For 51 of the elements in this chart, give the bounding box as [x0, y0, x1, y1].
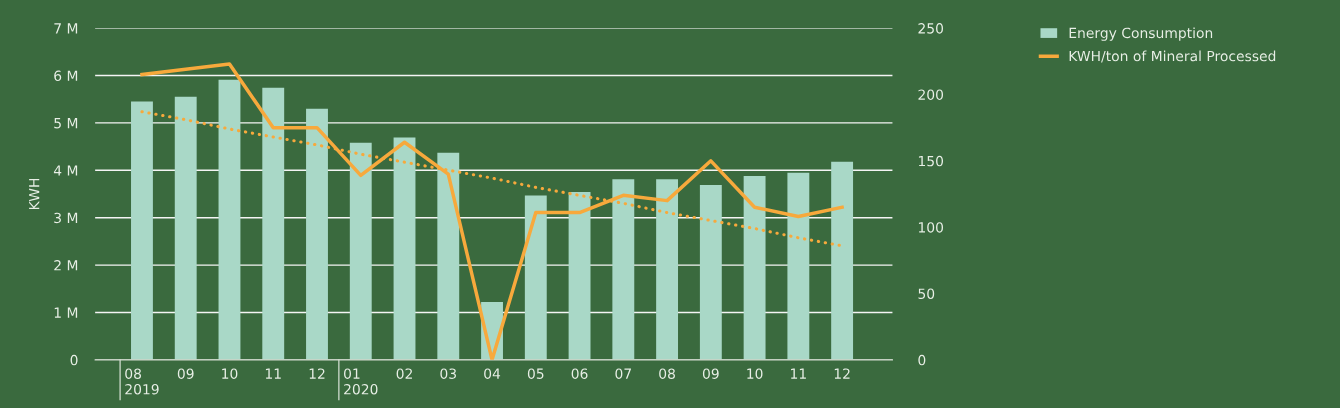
x-tick-label: 06	[571, 368, 588, 379]
bar	[393, 137, 416, 360]
y-tick-label: 0	[70, 354, 78, 366]
y-tick-label: 3 M	[54, 212, 78, 224]
bar	[699, 185, 722, 360]
y-tick-label: 1 M	[54, 307, 78, 318]
bar	[787, 172, 810, 360]
x-tick-label: 02	[396, 368, 412, 379]
bar	[306, 108, 328, 360]
y2-tick-label: 0	[918, 354, 926, 366]
x-tick-label: 01 2020	[344, 368, 378, 395]
x-tick-label: 07	[615, 368, 631, 379]
y-tick-label: 6 M	[54, 70, 78, 82]
x-tick-label: 10	[222, 368, 238, 379]
x-tick-label: 08 2019	[125, 368, 159, 395]
y2-tick-label: 200	[918, 89, 944, 100]
x-tick-label: 12	[309, 368, 325, 379]
y2-tick-label: 50	[918, 288, 935, 299]
y2-tick-label: 150	[918, 155, 944, 167]
bar	[131, 101, 153, 360]
x-tick-label: 11	[791, 368, 806, 379]
bar	[656, 179, 679, 360]
x-tick-label: 04	[484, 368, 501, 379]
y-tick-label: 5 M	[54, 118, 78, 129]
legend-label: Energy Consumption	[1069, 27, 1213, 41]
bar	[437, 152, 460, 360]
bar	[524, 195, 547, 360]
x-tick-label: 10	[747, 368, 763, 379]
y-tick-label: 7 M	[54, 23, 78, 34]
y2-tick-label: 100	[918, 222, 944, 233]
x-tick-label: 05	[527, 368, 544, 379]
bar	[262, 87, 285, 360]
bar	[218, 79, 241, 360]
bar	[612, 179, 635, 360]
y-axis-title: KWH	[29, 178, 40, 210]
bar	[568, 192, 591, 360]
x-tick-label: 11	[265, 368, 281, 379]
x-tick-label: 09	[177, 368, 194, 379]
y-tick-label: 2 M	[54, 260, 78, 271]
bar	[174, 96, 197, 360]
bar	[831, 161, 854, 360]
line-series	[140, 62, 844, 360]
x-tick-label: 09	[702, 368, 719, 379]
bar	[743, 176, 766, 360]
x-tick-label: 08	[659, 368, 675, 379]
y-tick-label: 4 M	[53, 165, 78, 176]
x-tick-label: 12	[834, 368, 850, 379]
y2-tick-label: 250	[918, 23, 944, 34]
x-tick-label: 03	[440, 368, 456, 379]
bar	[349, 142, 372, 360]
legend-label: KWH/ton of Mineral Processed	[1069, 50, 1276, 63]
